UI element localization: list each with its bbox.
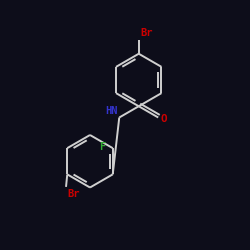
Text: F: F [100,142,106,152]
Text: O: O [161,114,168,124]
Text: HN: HN [105,106,117,116]
Text: Br: Br [67,189,80,199]
Text: Br: Br [141,28,153,38]
